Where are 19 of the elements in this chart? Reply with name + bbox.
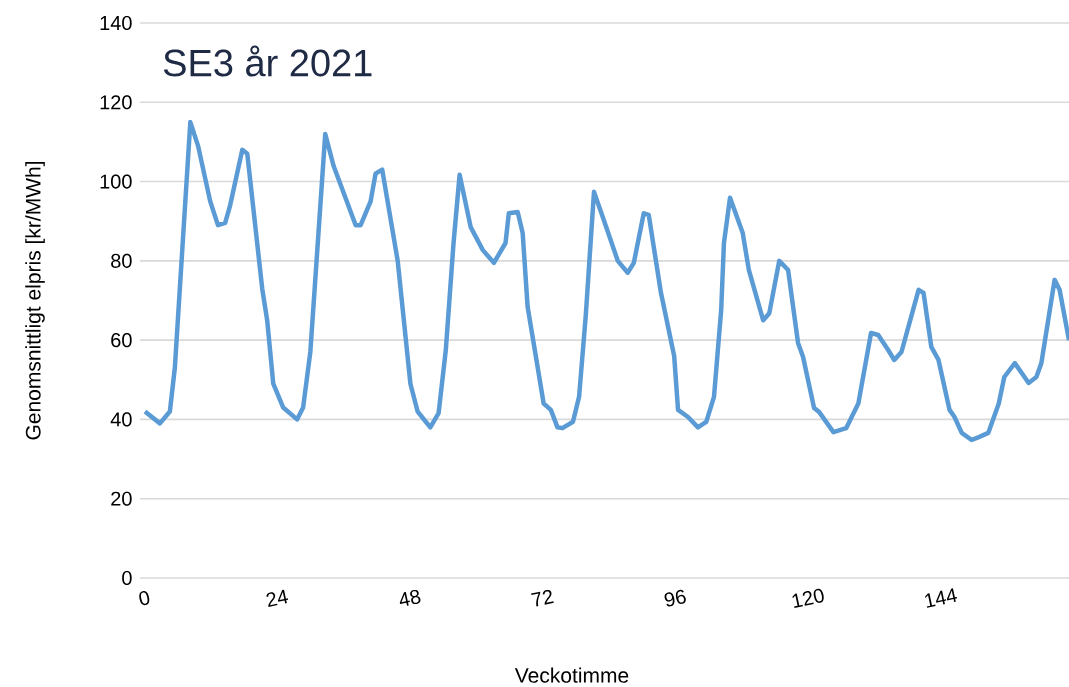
x-tick-label: 96	[664, 589, 686, 607]
y-tick-label: 140	[100, 15, 132, 31]
y-axis-title: Genomsnittligt elpris [kr/MWh]	[25, 161, 45, 440]
y-tick-label: 0	[122, 570, 132, 586]
y-tick-label: 120	[100, 95, 132, 110]
x-tick-label: 24	[266, 589, 289, 607]
y-tick-label: 60	[111, 333, 132, 348]
line-series	[142, 119, 1069, 443]
y-tick-label: 80	[111, 253, 132, 268]
text: SE3 år 2021	[163, 45, 372, 77]
y-tick-label: 100	[100, 174, 132, 189]
y-tick-label: 40	[110, 412, 132, 427]
x-tick-label: 72	[531, 589, 554, 607]
x-tick-label: 144	[925, 588, 958, 608]
x-tick-label: 0	[139, 591, 150, 606]
x-tick-label: 48	[399, 589, 421, 606]
x-tick-label: 120	[792, 588, 824, 609]
x-axis-title: Veckotimme	[514, 667, 629, 683]
y-tick-label: 20	[111, 491, 132, 506]
